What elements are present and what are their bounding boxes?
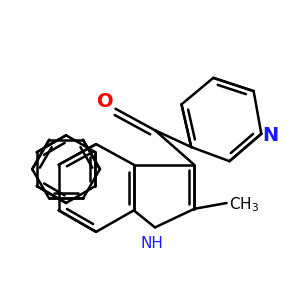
Text: O: O: [97, 92, 114, 111]
Text: N: N: [262, 126, 278, 145]
Text: NH: NH: [141, 236, 164, 251]
Text: CH$_3$: CH$_3$: [229, 195, 259, 214]
